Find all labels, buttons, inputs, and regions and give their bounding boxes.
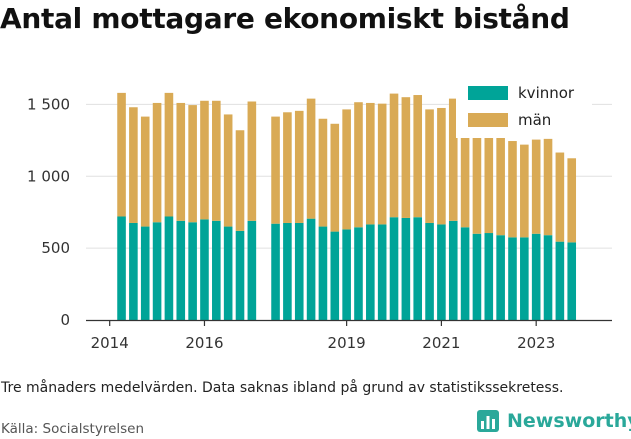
bar-kvinnor <box>425 222 434 320</box>
bar-kvinnor <box>460 227 470 320</box>
bar-kvinnor <box>389 217 399 320</box>
bar-kvinnor <box>377 224 387 320</box>
source-label: Källa: Socialstyrelsen <box>1 421 145 437</box>
bar-kvinnor <box>152 222 162 320</box>
bar-kvinnor <box>271 223 280 320</box>
bar-kvinnor <box>496 235 505 320</box>
bar-man <box>129 107 138 223</box>
bar-man <box>508 141 517 238</box>
bar-kvinnor <box>555 241 565 320</box>
y-tick-label: 1 000 <box>27 167 70 185</box>
legend-label-man: män <box>518 111 551 129</box>
bar-man <box>496 130 505 236</box>
bar-kvinnor <box>283 222 292 320</box>
bar-man <box>200 100 209 220</box>
bar-man <box>389 93 399 218</box>
legend: kvinnor män <box>456 80 592 138</box>
bar-man <box>460 120 470 228</box>
page-title: Antal mottagare ekonomiskt bistånd <box>0 2 570 35</box>
bar-man <box>555 152 565 242</box>
bar-kvinnor <box>212 220 221 320</box>
bar-chart-icon <box>477 410 499 432</box>
bar-kvinnor <box>140 226 150 320</box>
bar-man <box>543 138 553 236</box>
bar-man <box>164 92 174 217</box>
bar-man <box>366 102 375 225</box>
bar-kvinnor <box>472 233 482 320</box>
bar-man <box>437 107 446 225</box>
bar-kvinnor <box>164 216 174 320</box>
y-tick-label: 1 500 <box>27 95 70 113</box>
bar-man <box>152 102 162 223</box>
bar-man <box>377 103 387 225</box>
bar-man <box>247 101 257 221</box>
bar-man <box>342 109 351 230</box>
bar-kvinnor <box>484 233 494 320</box>
bar-kvinnor <box>437 224 446 320</box>
bar-kvinnor <box>330 231 340 320</box>
bar-man <box>176 102 186 221</box>
bar-kvinnor <box>129 222 138 320</box>
bar-man <box>472 134 482 234</box>
bar-man <box>520 144 529 238</box>
bar-man <box>318 118 328 227</box>
bar-kvinnor <box>235 230 245 320</box>
bar-man <box>401 97 411 218</box>
footnote: Tre månaders medelvärden. Data saknas ib… <box>1 380 564 396</box>
stacked-bar-chart: 0 500 1 000 1 500 2014 2016 2019 2021 2023 kvinn… <box>27 80 612 352</box>
x-tick-label: 2014 <box>91 334 129 352</box>
bar-man <box>306 98 316 219</box>
x-tick-label: 2019 <box>328 334 366 352</box>
bar-kvinnor <box>543 235 553 320</box>
bar-kvinnor <box>508 237 517 320</box>
bar-kvinnor <box>354 227 363 320</box>
bar-man <box>235 130 245 231</box>
x-tick-label: 2021 <box>422 334 460 352</box>
bar-kvinnor <box>247 220 257 320</box>
bar-kvinnor <box>223 226 233 320</box>
bar-kvinnor <box>520 237 529 320</box>
bar-kvinnor <box>413 217 423 320</box>
bar-kvinnor <box>342 229 351 320</box>
y-tick-label: 500 <box>41 239 70 257</box>
bar-kvinnor <box>188 222 197 320</box>
brand-name: Newsworthy <box>507 410 631 432</box>
bar-man <box>223 114 233 227</box>
bar-kvinnor <box>294 222 304 320</box>
bars <box>117 92 577 320</box>
x-tick-label: 2023 <box>517 334 555 352</box>
bar-man <box>567 158 577 243</box>
bar-man <box>425 109 434 223</box>
bar-man <box>448 98 458 221</box>
bar-man <box>283 112 292 223</box>
bar-kvinnor <box>318 226 328 320</box>
x-tick-label: 2016 <box>185 334 223 352</box>
bar-kvinnor <box>401 217 411 320</box>
bar-kvinnor <box>448 220 458 320</box>
bar-kvinnor <box>117 216 126 320</box>
bar-kvinnor <box>366 224 375 320</box>
bar-man <box>330 123 340 232</box>
bar-man <box>140 116 150 227</box>
legend-swatch-kvinnor <box>468 86 508 100</box>
legend-label-kvinnor: kvinnor <box>518 84 575 102</box>
bar-man <box>271 116 280 224</box>
bar-kvinnor <box>176 220 186 320</box>
bar-kvinnor <box>200 219 209 320</box>
bar-man <box>531 139 541 234</box>
newsworthy-logo: Newsworthy <box>476 409 631 433</box>
bar-kvinnor <box>567 242 577 320</box>
bar-man <box>117 92 126 217</box>
legend-swatch-man <box>468 113 508 127</box>
bar-kvinnor <box>531 233 541 320</box>
bar-man <box>188 105 197 223</box>
bar-man <box>294 110 304 223</box>
bar-man <box>484 134 494 234</box>
bar-man <box>354 102 363 228</box>
bar-kvinnor <box>306 218 316 320</box>
bar-man <box>413 95 423 218</box>
bar-man <box>212 100 221 221</box>
axes: 0 500 1 000 1 500 2014 2016 2019 2021 2023 <box>27 95 612 352</box>
y-tick-label: 0 <box>60 311 70 329</box>
